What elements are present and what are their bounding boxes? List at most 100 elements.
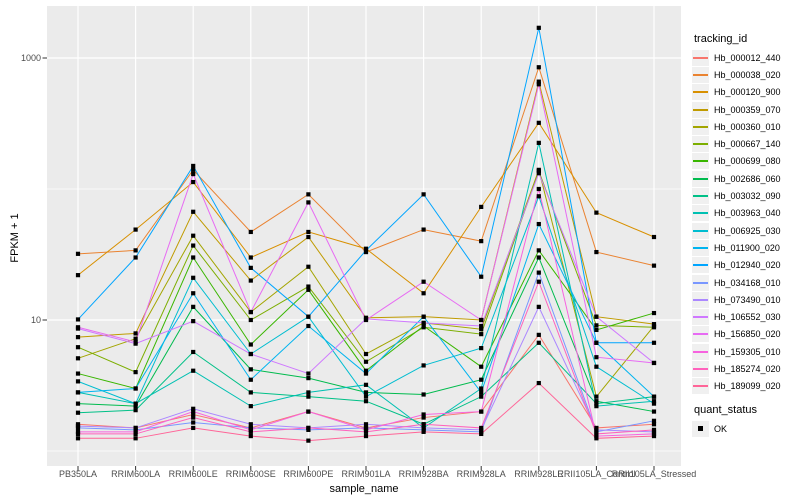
- data-point: [536, 82, 541, 87]
- data-point: [248, 367, 253, 372]
- data-point: [191, 304, 196, 309]
- data-point: [75, 325, 81, 330]
- data-point: [421, 412, 426, 417]
- data-point: [594, 436, 599, 441]
- data-point: [133, 404, 138, 409]
- data-point: [133, 431, 138, 437]
- data-point: [306, 264, 311, 269]
- data-point: [536, 194, 541, 199]
- x-tick-label: RRIM928LA: [456, 469, 506, 479]
- legend-item: Hb_002686_060: [692, 170, 800, 187]
- data-point: [248, 422, 253, 427]
- data-point: [479, 239, 484, 244]
- legend-item: Hb_189099_020: [692, 378, 800, 395]
- legend-item-label: Hb_106552_030: [714, 312, 781, 323]
- legend-item: Hb_000667_140: [692, 135, 800, 153]
- data-point: [479, 327, 484, 332]
- legend-key: [692, 291, 709, 308]
- legend-key-line-icon: [693, 125, 708, 128]
- data-point: [536, 79, 541, 84]
- data-point: [75, 431, 81, 437]
- data-point: [248, 317, 253, 323]
- data-point: [594, 355, 599, 360]
- data-point: [536, 120, 541, 125]
- legend-key-line-icon: [693, 281, 708, 284]
- data-point: [133, 425, 138, 431]
- data-point: [421, 422, 426, 427]
- data-point: [306, 323, 311, 329]
- data-point: [133, 386, 138, 391]
- data-point: [536, 168, 541, 174]
- legend-key: [692, 378, 709, 395]
- data-point: [479, 386, 484, 391]
- legend: tracking_id Hb_000012_440 Hb_000038_020 Hb…: [692, 33, 800, 437]
- legend-items-tracking-id: Hb_000012_440 Hb_000038_020 Hb_000120_900 H…: [692, 49, 800, 395]
- data-point: [306, 394, 311, 399]
- data-point: [479, 409, 484, 414]
- legend-item-quant-ok: OK: [692, 420, 800, 437]
- legend-key-line-icon: [693, 177, 708, 180]
- data-point: [536, 171, 541, 176]
- legend-key-line-icon: [693, 195, 708, 198]
- legend-item: Hb_011900_020: [692, 239, 800, 256]
- data-point: [479, 346, 484, 351]
- data-point: [75, 436, 81, 441]
- data-point: [191, 319, 196, 324]
- data-point: [421, 363, 426, 368]
- data-point: [651, 263, 657, 268]
- legend-item: Hb_003963_040: [692, 205, 800, 222]
- data-point: [306, 229, 311, 235]
- data-point: [306, 376, 311, 381]
- y-tick-labels: 1000 10: [0, 0, 41, 500]
- legend-item: Hb_000038_020: [692, 66, 800, 83]
- legend-key-line-icon: [693, 160, 708, 163]
- data-point: [191, 420, 196, 425]
- legend-key-line-icon: [693, 246, 708, 249]
- legend-key: [692, 360, 709, 377]
- data-point: [651, 399, 657, 404]
- legend-item-label: Hb_000120_900: [714, 87, 781, 98]
- data-point: [306, 371, 311, 376]
- legend-item-label: Hb_189099_020: [714, 381, 781, 392]
- data-point: [75, 401, 81, 406]
- legend-key: [692, 84, 709, 101]
- data-point: [191, 163, 196, 169]
- data-point: [594, 340, 599, 345]
- legend-key: [692, 118, 709, 135]
- legend-key: [692, 309, 709, 326]
- legend-item: Hb_003032_090: [692, 187, 800, 205]
- data-point: [421, 320, 426, 326]
- data-point: [594, 433, 599, 439]
- legend-key: [692, 153, 709, 170]
- data-point: [306, 287, 311, 292]
- data-point: [651, 427, 657, 432]
- legend-key-line-icon: [693, 316, 708, 319]
- data-point: [248, 229, 253, 235]
- data-point: [306, 438, 311, 443]
- data-point: [594, 364, 599, 369]
- data-point: [363, 359, 369, 364]
- data-point: [75, 273, 81, 278]
- data-point: [363, 399, 369, 404]
- x-tick-labels: PB350LA RRIM600LA RRIM600LE RRIM600SE RRIM60…: [0, 469, 800, 481]
- legend-key-line-icon: [693, 385, 708, 388]
- data-point: [363, 429, 369, 434]
- data-point: [651, 360, 657, 366]
- legend-title-tracking-id: tracking_id: [694, 33, 748, 45]
- data-point: [133, 255, 138, 260]
- legend-key-line-icon: [693, 350, 708, 353]
- legend-item: Hb_006925_030: [692, 222, 800, 239]
- legend-item: Hb_000120_900: [692, 84, 800, 101]
- legend-item-label: Hb_000038_020: [714, 69, 781, 80]
- data-point: [191, 425, 196, 431]
- data-point: [248, 351, 253, 357]
- data-point: [479, 364, 484, 369]
- black-square-point-icon: [698, 426, 703, 432]
- legend-item-label: OK: [714, 423, 728, 434]
- data-point: [133, 408, 138, 413]
- data-point: [306, 390, 311, 395]
- data-point: [191, 275, 196, 280]
- data-point: [536, 304, 541, 309]
- legend-key-line-icon: [693, 264, 708, 267]
- data-point: [75, 317, 81, 322]
